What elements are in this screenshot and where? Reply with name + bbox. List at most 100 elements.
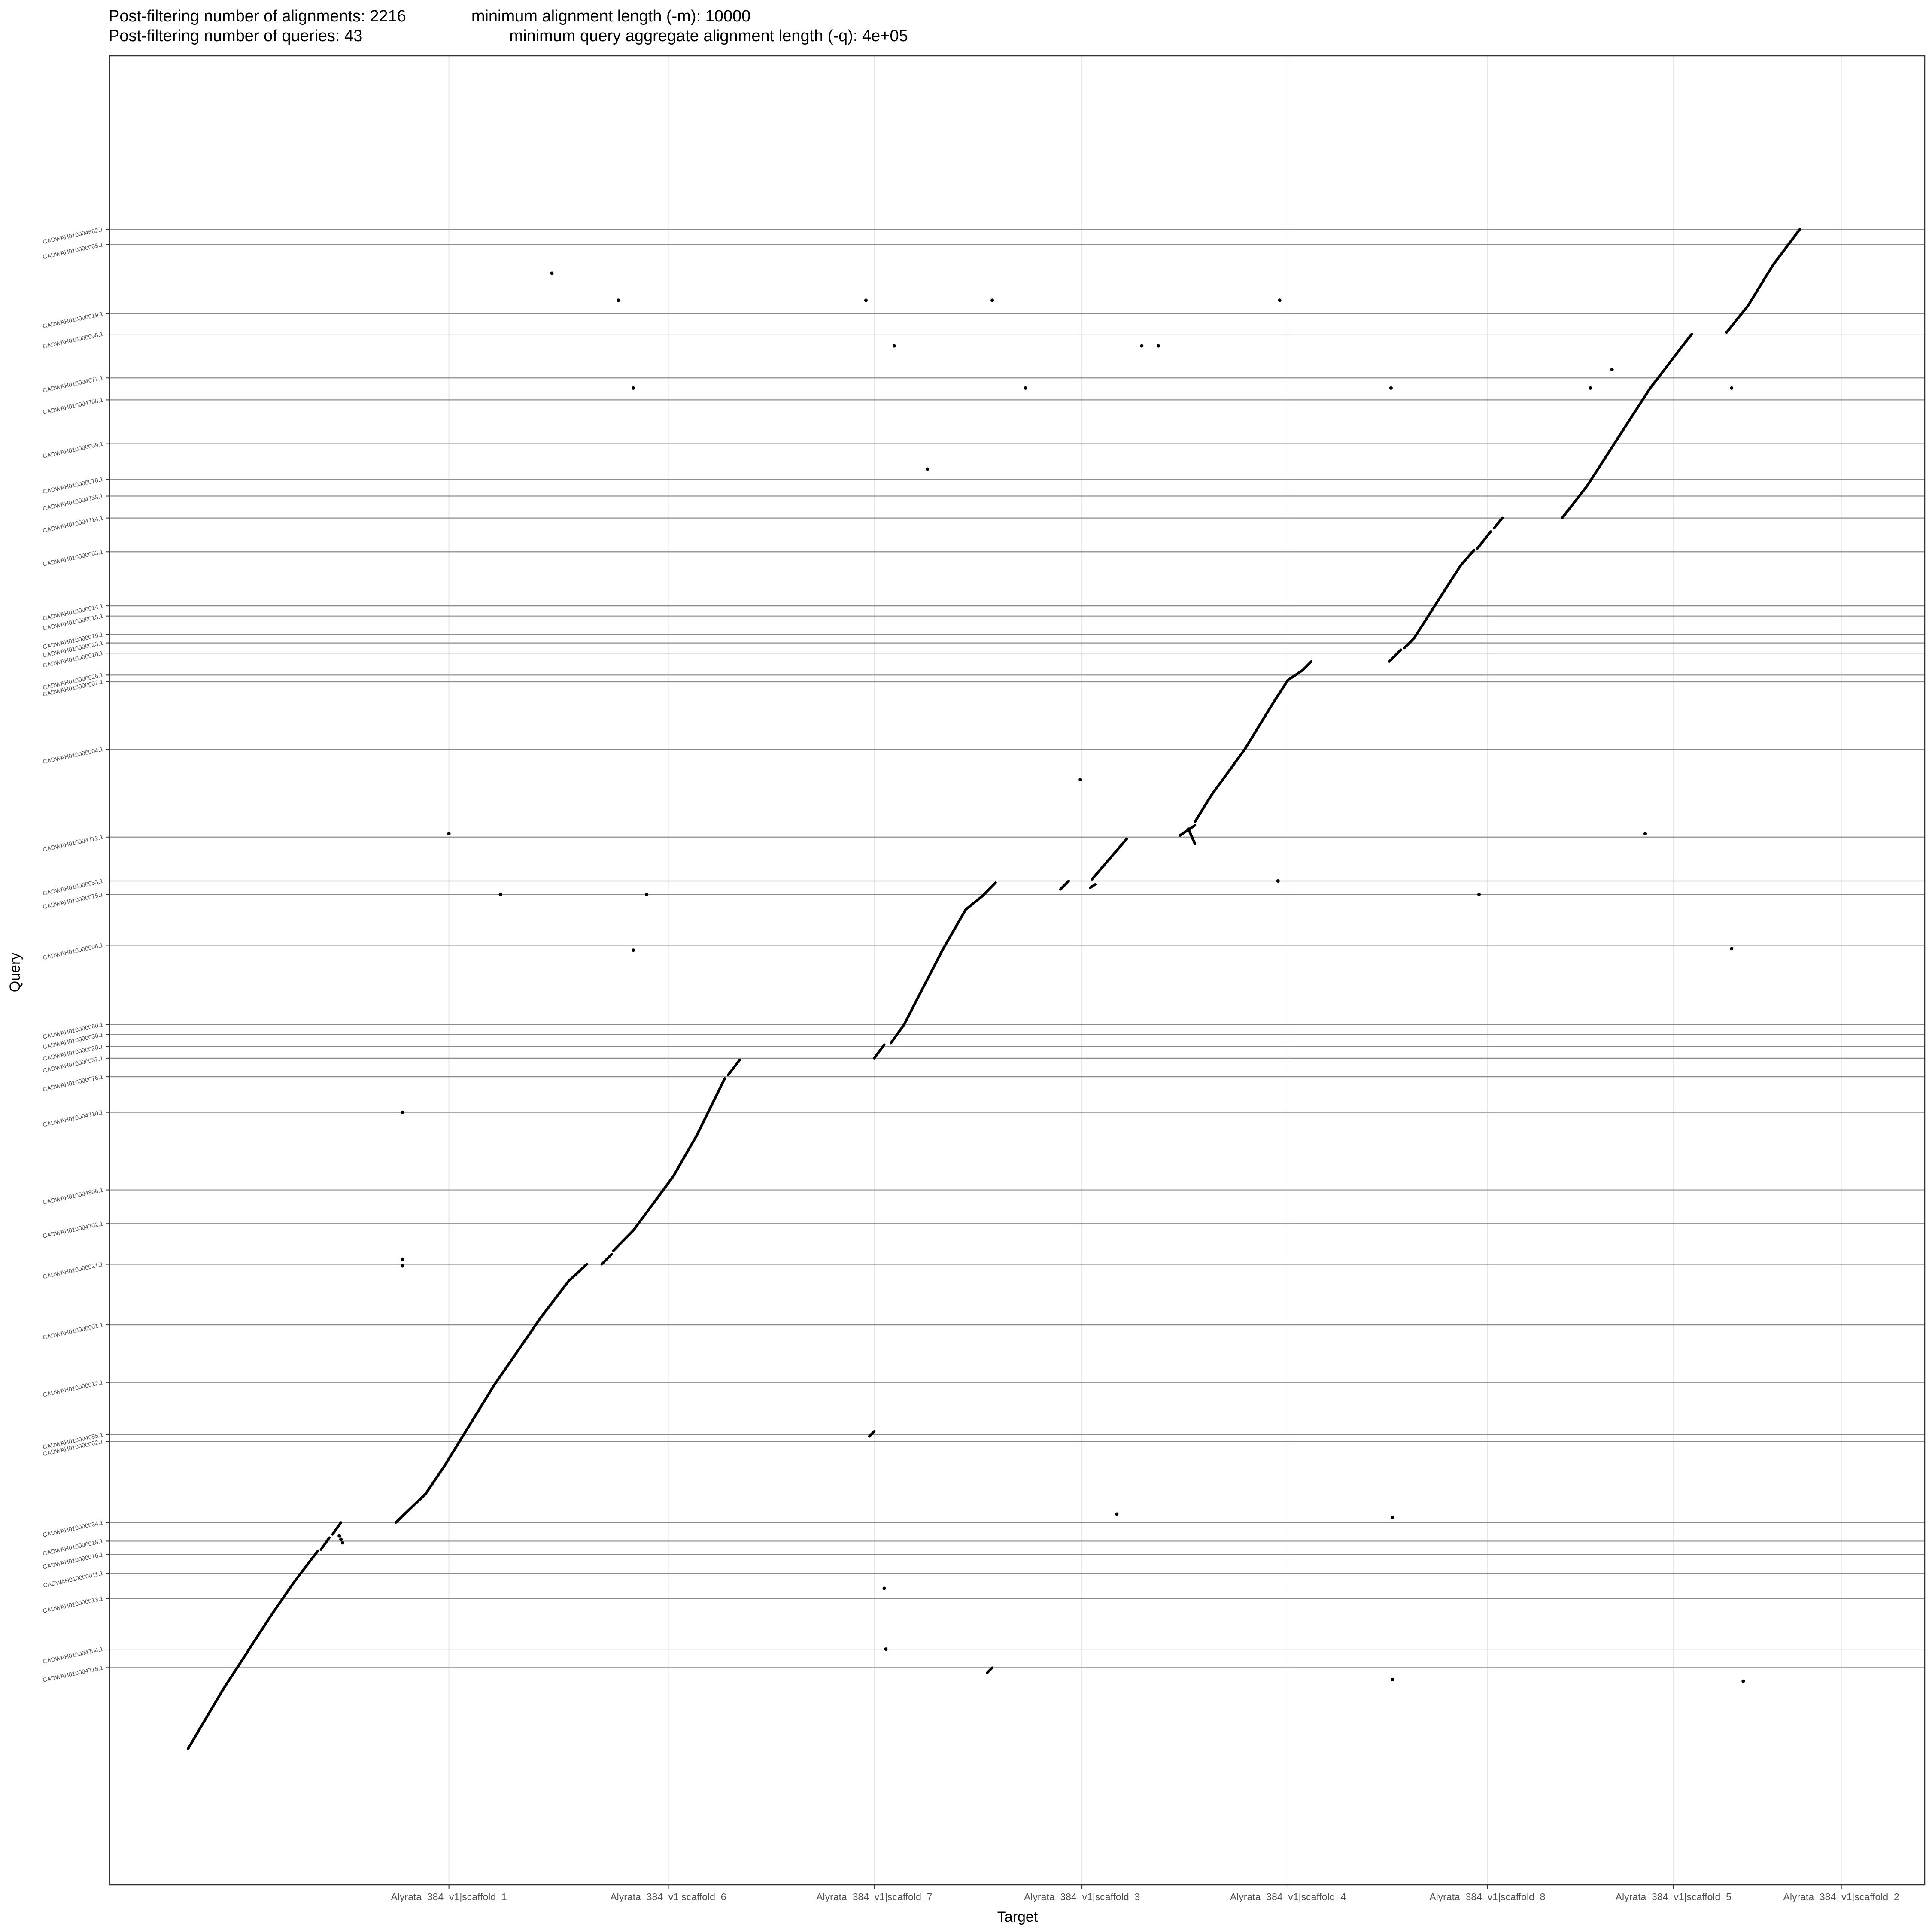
alignment-segment (1194, 793, 1213, 823)
y-tick-label: CADWAH010004677.1 (42, 374, 104, 394)
alignment-point (401, 1264, 404, 1268)
alignment-point (884, 1647, 888, 1651)
alignment-point (1643, 832, 1647, 835)
y-tick-label: CADWAH010000011.1 (43, 1569, 104, 1589)
alignment-segment (902, 949, 944, 1026)
alignment-point (340, 1541, 344, 1545)
alignment-segment (1617, 386, 1652, 438)
alignment-segment (981, 881, 997, 898)
alignment-point (1278, 298, 1282, 302)
alignment-segment (612, 1229, 635, 1252)
x-tick-label: Alyrata_384_v1|scaffold_2 (1783, 1891, 1899, 1902)
alignment-segment (890, 1023, 905, 1045)
alignment-segment (1649, 333, 1693, 389)
y-tick-label: CADWAH010000013.1 (42, 1595, 104, 1614)
alignment-point (892, 344, 896, 348)
x-tick-label: Alyrata_384_v1|scaffold_3 (1024, 1891, 1140, 1902)
y-tick-label: CADWAH010004710.1 (42, 1109, 104, 1128)
alignment-segment (1747, 263, 1774, 307)
alignment-point (1477, 893, 1481, 896)
alignment-segment (868, 1430, 876, 1438)
alignment-segment (539, 1279, 570, 1320)
alignment-point (498, 893, 502, 896)
y-tick-label: CADWAH010000009.1 (42, 440, 104, 460)
alignment-segment (187, 1688, 225, 1750)
alignment-segment (492, 1317, 542, 1387)
alignment-segment (1301, 660, 1313, 671)
alignment-segment (567, 1263, 588, 1282)
y-tick-label: CADWAH010000070.1 (42, 475, 104, 495)
y-tick-label: CADWAH010004704.1 (42, 1645, 104, 1665)
y-tick-label: CADWAH010000034.1 (42, 1519, 104, 1538)
y-tick-label: CADWAH010004772.1 (42, 833, 104, 853)
alignment-point (617, 298, 620, 302)
x-tick-label: Alyrata_384_v1|scaffold_6 (610, 1891, 726, 1902)
y-tick-label: CADWAH010000006.1 (42, 942, 104, 961)
y-tick-label: CADWAH010004714.1 (42, 514, 104, 534)
alignment-segment (964, 895, 984, 911)
alignment-segment (1492, 516, 1504, 530)
alignment-segment (1476, 530, 1492, 550)
alignment-point (337, 1534, 341, 1538)
chart-title-line-1: Post-filtering number of alignments: 221… (109, 7, 750, 25)
x-axis-tick-labels: Alyrata_384_v1|scaffold_1 Alyrata_384_v1|… (391, 1885, 1899, 1902)
alignment-segment (1179, 824, 1197, 837)
alignment-segment (1725, 304, 1750, 334)
alignment-point (1610, 368, 1614, 371)
alignment-point (1024, 386, 1027, 390)
alignment-segment (293, 1550, 319, 1583)
x-tick-label: Alyrata_384_v1|scaffold_4 (1230, 1891, 1346, 1902)
y-tick-label: CADWAH010004758.1 (42, 492, 104, 512)
chart-title-line-2: Post-filtering number of queries: 43 min… (109, 27, 908, 45)
alignment-marks (187, 228, 1801, 1750)
alignment-point (1078, 778, 1082, 782)
y-tick-label: CADWAH010000021.1 (42, 1261, 104, 1280)
alignment-point (550, 271, 554, 275)
y-tick-label: CADWAH010000076.1 (42, 1073, 104, 1093)
y-tick-label: CADWAH010004702.1 (42, 1220, 104, 1239)
alignment-segment (319, 1536, 331, 1551)
alignment-point (990, 298, 994, 302)
y-tick-label: CADWAH010000008.1 (42, 330, 104, 350)
alignment-segment (672, 1134, 698, 1178)
alignment-segment (1187, 827, 1197, 845)
y-tick-label: CADWAH010000001.1 (42, 1321, 104, 1341)
y-tick-label: CADWAH010004715.1 (42, 1664, 104, 1684)
alignment-point (447, 832, 451, 835)
alignment-segment (1273, 679, 1289, 702)
x-tick-label: Alyrata_384_v1|scaffold_7 (816, 1891, 932, 1902)
y-tick-label: CADWAH010000019.1 (42, 310, 104, 330)
alignment-segment (941, 908, 967, 952)
x-tick-label: Alyrata_384_v1|scaffold_5 (1616, 1891, 1732, 1902)
alignment-segment (695, 1077, 726, 1137)
alignment-segment (1210, 748, 1246, 796)
y-tick-label: CADWAH010004806.1 (42, 1186, 104, 1206)
alignment-segment (1388, 648, 1403, 663)
alignment-segment (1091, 837, 1128, 881)
alignment-segment (632, 1175, 675, 1232)
x-axis-title: Target (997, 1909, 1038, 1925)
alignment-segment (1772, 228, 1801, 266)
alignment-point (1391, 1677, 1394, 1681)
alignment-segment (222, 1614, 273, 1691)
alignment-segment (726, 1058, 741, 1077)
vertical-gridlines (448, 56, 1842, 1885)
alignment-segment (459, 1384, 495, 1441)
alignment-point (1389, 386, 1393, 390)
alignment-segment (394, 1492, 427, 1524)
plot-panel-border (109, 55, 1926, 1886)
alignment-point (632, 948, 635, 952)
alignment-segment (1286, 668, 1304, 682)
alignment-segment (1586, 435, 1620, 487)
alignment-segment (270, 1580, 296, 1617)
alignment-point (864, 298, 868, 302)
alignment-segment (1089, 883, 1097, 889)
alignment-segment (986, 1666, 994, 1674)
alignment-point (1115, 1512, 1119, 1516)
y-tick-label: CADWAH010000012.1 (42, 1379, 104, 1398)
y-tick-label: CADWAH010000003.1 (42, 548, 104, 568)
x-tick-label: Alyrata_384_v1|scaffold_1 (391, 1891, 507, 1902)
alignment-point (1730, 947, 1734, 951)
